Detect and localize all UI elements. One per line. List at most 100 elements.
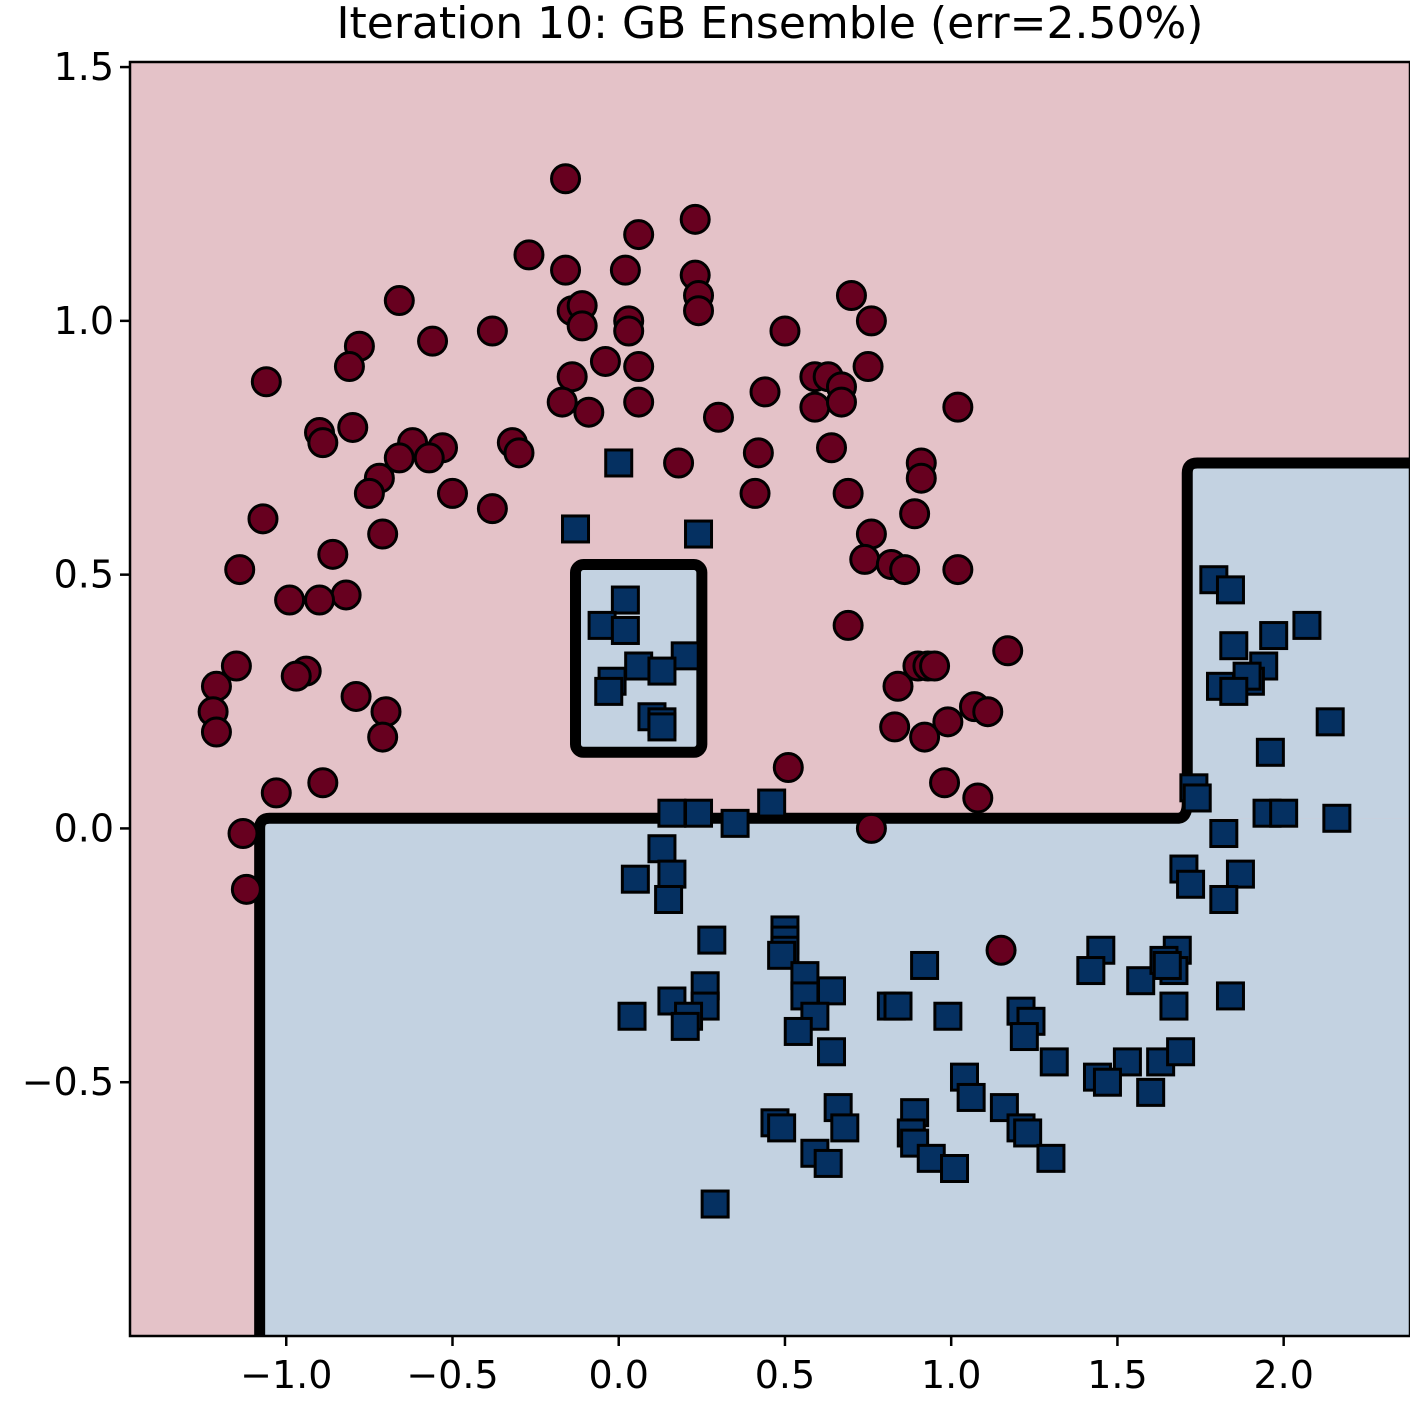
data-point-class0	[340, 680, 372, 712]
data-point-class1	[647, 834, 677, 864]
data-point-class0	[609, 254, 641, 286]
data-point-class0	[739, 477, 771, 509]
data-point-class0	[589, 345, 621, 377]
data-point-class1	[910, 950, 940, 980]
data-point-class0	[280, 660, 312, 692]
data-point-class1	[561, 514, 591, 544]
data-point-class0	[317, 538, 349, 570]
data-point-class1	[1009, 1022, 1039, 1052]
data-point-class0	[227, 818, 259, 850]
data-point-class0	[799, 391, 831, 423]
data-point-class0	[220, 650, 252, 682]
data-point-class1	[767, 1113, 797, 1143]
data-point-class0	[623, 386, 655, 418]
data-point-class1	[647, 712, 677, 742]
data-points	[197, 163, 1352, 1219]
data-point-class1	[1176, 869, 1206, 899]
data-point-class1	[1219, 676, 1249, 706]
x-axis: −1.0 −0.5 0.0 0.5 1.0 1.5 2.0	[240, 1336, 1314, 1397]
data-point-class0	[816, 432, 848, 464]
data-point-class0	[274, 584, 306, 616]
data-point-class1	[1225, 859, 1255, 889]
data-point-class1	[720, 808, 750, 838]
data-point-class1	[1036, 1143, 1066, 1173]
data-point-class1	[1255, 737, 1285, 767]
data-point-class0	[367, 721, 399, 753]
data-point-class1	[670, 1011, 700, 1041]
data-point-class1	[817, 1037, 847, 1067]
data-point-class0	[932, 706, 964, 738]
chart-title: Iteration 10: GB Ensemble (err=2.50%)	[337, 0, 1204, 49]
data-point-class1	[813, 1148, 843, 1178]
data-point-class1	[657, 859, 687, 889]
data-point-class0	[513, 239, 545, 271]
data-point-class0	[942, 554, 974, 586]
data-point-class0	[772, 752, 804, 784]
plot-frame	[128, 60, 1410, 1338]
data-point-class0	[573, 396, 605, 428]
data-point-class1	[700, 1189, 730, 1219]
data-point-class1	[610, 615, 640, 645]
y-tick-label: 1.5	[54, 45, 114, 89]
data-point-class1	[684, 798, 714, 828]
data-point-class0	[825, 386, 857, 418]
data-point-class0	[413, 442, 445, 474]
data-point-class0	[503, 437, 535, 469]
data-point-class1	[684, 519, 714, 549]
x-tick-label: 1.5	[1087, 1353, 1147, 1397]
data-point-class0	[200, 716, 232, 748]
data-point-class0	[879, 711, 911, 743]
data-point-class0	[260, 777, 292, 809]
data-point-class0	[200, 670, 232, 702]
data-point-class0	[849, 543, 881, 575]
y-tick-label: 0.5	[54, 553, 114, 597]
data-point-class1	[757, 788, 787, 818]
data-point-class0	[337, 411, 369, 443]
data-point-class0	[679, 203, 711, 235]
data-point-class0	[702, 401, 734, 433]
data-point-class0	[307, 767, 339, 799]
data-point-class0	[832, 477, 864, 509]
data-point-class1	[817, 976, 847, 1006]
data-point-class1	[933, 1001, 963, 1031]
data-point-class0	[835, 279, 867, 311]
data-point-class0	[230, 873, 262, 905]
data-point-class0	[882, 670, 914, 702]
y-tick-label: 1.0	[54, 299, 114, 343]
data-point-class1	[1209, 819, 1239, 849]
data-point-class1	[1166, 1037, 1196, 1067]
x-tick-label: −0.5	[406, 1353, 498, 1397]
data-point-class1	[670, 641, 700, 671]
data-point-class1	[1315, 707, 1345, 737]
data-point-class1	[620, 864, 650, 894]
data-point-class0	[852, 351, 884, 383]
data-point-class1	[647, 656, 677, 686]
data-point-class0	[749, 376, 781, 408]
data-point-class0	[417, 325, 449, 357]
data-point-class0	[333, 351, 365, 383]
x-tick-label: 2.0	[1253, 1353, 1313, 1397]
data-point-class0	[769, 315, 801, 347]
data-point-class1	[830, 1113, 860, 1143]
data-point-class1	[783, 1016, 813, 1046]
data-point-class1	[1013, 1118, 1043, 1148]
data-point-class0	[383, 442, 415, 474]
data-point-class0	[855, 812, 887, 844]
x-tick-label: 1.0	[921, 1353, 981, 1397]
data-point-class0	[972, 696, 1004, 728]
data-point-class0	[742, 437, 774, 469]
data-point-class0	[330, 579, 362, 611]
data-point-class0	[613, 315, 645, 347]
data-point-class0	[383, 285, 415, 317]
data-point-class0	[436, 477, 468, 509]
data-point-class1	[594, 676, 624, 706]
data-point-class1	[657, 798, 687, 828]
data-point-class0	[546, 386, 578, 418]
data-point-class1	[604, 448, 634, 478]
data-point-class1	[1182, 783, 1212, 813]
data-point-class0	[367, 518, 399, 550]
y-axis: −0.5 0.0 0.5 1.0 1.5	[22, 45, 130, 1104]
x-tick-label: 0.5	[755, 1353, 815, 1397]
y-tick-label: 0.0	[54, 806, 114, 850]
data-point-class0	[942, 391, 974, 423]
